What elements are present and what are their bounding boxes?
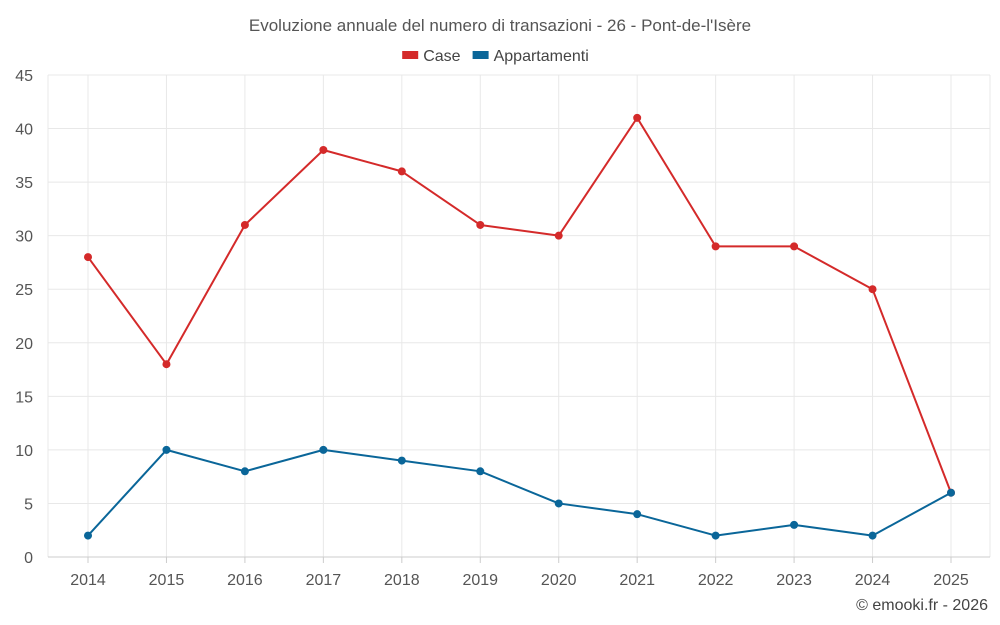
y-tick-label: 35 [15, 175, 33, 192]
x-tick-label: 2021 [619, 572, 655, 589]
data-point-case-2018 [397, 167, 406, 176]
data-point-case-2019 [476, 220, 485, 229]
data-point-case-2017 [319, 145, 328, 154]
x-tick-label: 2020 [541, 572, 577, 589]
data-point-appartamenti-2019 [476, 467, 485, 476]
chart-title: Evoluzione annuale del numero di transaz… [249, 16, 751, 35]
data-point-appartamenti-2022 [711, 531, 720, 540]
data-point-case-2020 [554, 231, 563, 240]
y-tick-label: 5 [24, 496, 33, 513]
data-point-case-2024 [868, 285, 877, 294]
y-tick-label: 25 [15, 282, 33, 299]
data-point-appartamenti-2023 [790, 520, 799, 529]
legend-label-case: Case [423, 48, 460, 65]
data-point-case-2016 [240, 220, 249, 229]
x-tick-label: 2017 [306, 572, 342, 589]
x-tick-label: 2019 [462, 572, 498, 589]
x-tick-label: 2023 [776, 572, 812, 589]
data-point-case-2015 [162, 360, 171, 369]
legend: Case Appartamenti [402, 48, 589, 65]
x-tick-label: 2018 [384, 572, 420, 589]
data-point-case-2021 [633, 113, 642, 122]
data-point-appartamenti-2025 [947, 488, 955, 497]
y-tick-label: 0 [24, 550, 33, 567]
series-group [84, 113, 955, 540]
data-point-appartamenti-2015 [162, 445, 171, 454]
y-tick-label: 30 [15, 229, 33, 246]
y-axis: 0 5 10 15 20 25 30 35 40 45 [15, 68, 33, 567]
y-tick-label: 15 [15, 389, 33, 406]
data-point-case-2022 [711, 242, 720, 251]
x-axis: 2014 2015 2016 2017 2018 2019 2020 2021 2022 2023… [70, 557, 969, 589]
data-point-case-2014 [84, 253, 92, 262]
legend-swatch-case [402, 51, 419, 59]
data-point-appartamenti-2018 [397, 456, 406, 465]
grid [47, 74, 991, 558]
data-point-appartamenti-2017 [319, 445, 328, 454]
legend-label-appartamenti: Appartamenti [494, 48, 589, 65]
data-point-appartamenti-2016 [240, 467, 249, 476]
data-point-appartamenti-2014 [84, 531, 92, 540]
data-point-appartamenti-2020 [554, 499, 563, 508]
series-line-case [87, 116, 952, 494]
x-tick-label: 2024 [855, 572, 891, 589]
y-tick-label: 40 [15, 122, 33, 139]
data-point-appartamenti-2021 [633, 510, 642, 519]
legend-swatch-appartamenti [472, 51, 489, 59]
y-tick-label: 45 [15, 68, 33, 85]
x-tick-label: 2015 [149, 572, 185, 589]
x-tick-label: 2014 [70, 572, 106, 589]
series-line-appartamenti [87, 448, 952, 537]
x-tick-label: 2022 [698, 572, 734, 589]
x-tick-label: 2025 [933, 572, 969, 589]
y-tick-label: 10 [15, 443, 33, 460]
data-point-case-2023 [790, 242, 799, 251]
data-point-appartamenti-2024 [868, 531, 877, 540]
credit-text: © emooki.fr - 2026 [856, 597, 988, 614]
x-tick-label: 2016 [227, 572, 263, 589]
y-tick-label: 20 [15, 336, 33, 353]
